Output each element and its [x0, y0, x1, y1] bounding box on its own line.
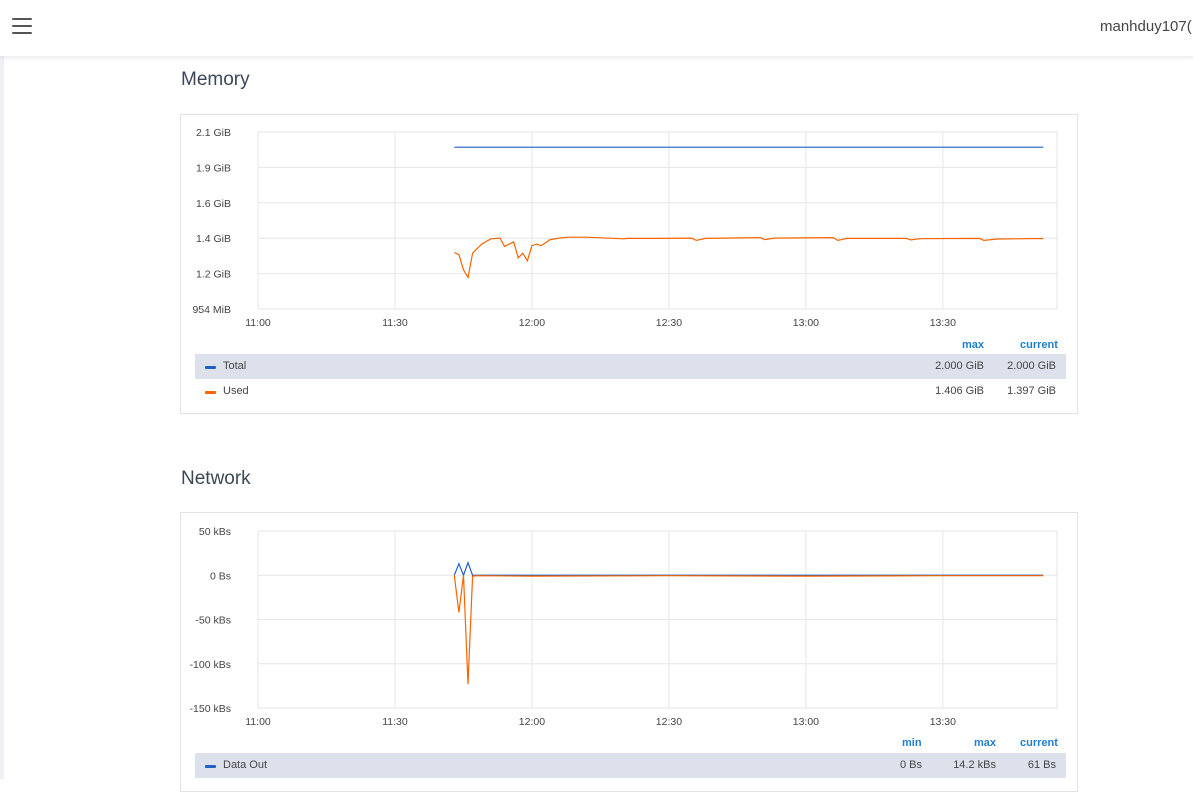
y-tick-label: 2.1 GiB	[196, 127, 231, 139]
x-tick-label: 11:30	[382, 317, 408, 329]
legend-row-data-out[interactable]: Data Out 0 Bs 14.2 kBs 61 Bs	[195, 753, 1066, 778]
legend-header-max[interactable]: max	[962, 339, 985, 351]
x-tick-label: 11:00	[245, 716, 271, 728]
menu-icon[interactable]	[12, 18, 32, 36]
y-tick-label: -100 kBs	[190, 659, 231, 671]
memory-panel: 2.1 GiB 1.9 GiB 1.6 GiB 1.4 GiB 1.2 GiB 954 M…	[180, 114, 1078, 414]
series-line-data-in	[453, 575, 1044, 685]
user-name[interactable]: manhduy107(	[1100, 18, 1192, 35]
x-tick-label: 12:00	[519, 716, 545, 728]
legend-swatch	[205, 391, 216, 394]
x-tick-label: 11:00	[245, 317, 271, 329]
x-tick-label: 11:30	[382, 716, 408, 728]
x-tick-label: 13:00	[793, 716, 819, 728]
legend-header-min[interactable]: min	[902, 737, 922, 749]
network-panel: 50 kBs 0 Bs -50 kBs -100 kBs -150 kBs 11:00 11…	[180, 512, 1078, 792]
series-line-used	[454, 236, 1044, 280]
legend-name: Used	[223, 385, 249, 397]
x-tick-label: 12:30	[656, 317, 682, 329]
y-tick-label: 1.6 GiB	[196, 198, 231, 210]
y-tick-label: 1.9 GiB	[196, 162, 231, 174]
legend-header-current[interactable]: current	[1020, 737, 1058, 749]
y-tick-label: 0 Bs	[210, 570, 231, 582]
legend-name: Data Out	[223, 759, 268, 771]
series-line-data-out	[453, 560, 1044, 578]
legend-header-max[interactable]: max	[974, 737, 997, 749]
legend-header-current[interactable]: current	[1020, 339, 1058, 351]
memory-chart: 2.1 GiB 1.9 GiB 1.6 GiB 1.4 GiB 1.2 GiB 954 M…	[192, 127, 1058, 329]
legend-row-total[interactable]: Total 2.000 GiB 2.000 GiB	[195, 354, 1066, 379]
network-title: Network	[181, 468, 251, 489]
y-tick-label: -50 kBs	[195, 615, 231, 627]
legend-max: 1.406 GiB	[935, 385, 984, 397]
network-chart: 50 kBs 0 Bs -50 kBs -100 kBs -150 kBs 11:00 11…	[190, 526, 1058, 728]
x-tick-label: 12:30	[656, 716, 682, 728]
legend-name: Total	[223, 360, 247, 372]
y-tick-label: 50 kBs	[199, 526, 231, 538]
x-tick-label: 12:00	[519, 317, 545, 329]
y-tick-label: 1.2 GiB	[196, 269, 231, 281]
x-tick-label: 13:30	[930, 716, 956, 728]
top-bar: manhduy107(	[0, 0, 1194, 56]
legend-max: 14.2 kBs	[953, 759, 996, 771]
legend-max: 2.000 GiB	[935, 360, 984, 372]
legend-row-used[interactable]: Used 1.406 GiB 1.397 GiB	[195, 379, 1066, 404]
x-tick-label: 13:00	[793, 317, 819, 329]
y-tick-label: 1.4 GiB	[196, 233, 231, 245]
legend-swatch	[205, 765, 216, 768]
memory-title: Memory	[181, 69, 250, 90]
legend-swatch	[205, 366, 216, 369]
y-tick-label: 954 MiB	[192, 304, 231, 316]
y-tick-label: -150 kBs	[190, 703, 231, 715]
legend-current: 61 Bs	[1027, 759, 1056, 771]
x-tick-label: 13:30	[930, 317, 956, 329]
legend-current: 2.000 GiB	[1007, 360, 1056, 372]
legend-current: 1.397 GiB	[1007, 385, 1056, 397]
legend-min: 0 Bs	[899, 759, 922, 771]
sidebar-rail	[0, 56, 4, 779]
